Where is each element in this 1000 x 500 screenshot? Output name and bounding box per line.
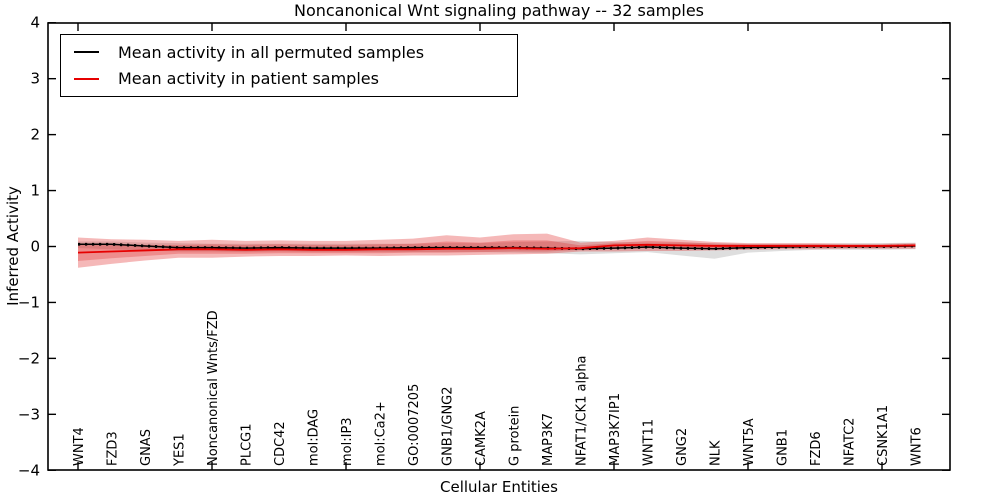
x-category-label: NFATC2 — [843, 418, 858, 466]
x-category-label: WNT11 — [642, 419, 657, 466]
x-category-label: CAMK2A — [474, 411, 489, 466]
permuted-line-sample — [74, 51, 99, 54]
patient-line-sample — [74, 77, 99, 80]
x-category-label: NFAT1/CK1 alpha — [575, 355, 590, 466]
y-tick-label: 2 — [30, 126, 40, 144]
x-category-label: MAP3K7 — [541, 413, 556, 466]
x-category-label: mol:Ca2+ — [374, 401, 389, 466]
x-category-label: WNT6 — [910, 427, 925, 466]
chart-title: Noncanonical Wnt signaling pathway -- 32… — [293, 1, 705, 20]
legend-entry-patient: Mean activity in patient samples — [61, 69, 517, 88]
x-category-label: WNT5A — [742, 418, 757, 466]
x-category-label: GNAS — [139, 429, 154, 466]
x-category-label: WNT4 — [72, 427, 87, 466]
x-category-label: FZD3 — [106, 431, 121, 466]
x-category-label: mol:DAG — [307, 409, 322, 466]
legend: Mean activity in all permuted samples Me… — [60, 34, 518, 97]
x-category-label: CDC42 — [273, 421, 288, 466]
x-category-label: GNB1 — [776, 429, 791, 466]
x-category-label: mol:IP3 — [340, 417, 355, 466]
y-tick-label: 3 — [30, 70, 40, 88]
patient-mean-line — [77, 243, 916, 254]
x-category-label: CSNK1A1 — [876, 405, 891, 466]
y-axis-label: Inferred Activity — [4, 186, 22, 306]
y-tick-label: −1 — [18, 293, 40, 311]
x-category-label: GNB1/GNG2 — [441, 386, 456, 466]
legend-entry-permuted: Mean activity in all permuted samples — [61, 43, 517, 62]
x-category-label: G protein — [508, 406, 523, 466]
y-tick-label: 1 — [30, 182, 40, 200]
x-category-label: YES1 — [173, 433, 188, 467]
x-category-label: FZD6 — [809, 431, 824, 466]
patient-band-outer — [78, 233, 916, 268]
legend-label-patient: Mean activity in patient samples — [118, 69, 379, 89]
x-category-label: NLK — [709, 440, 724, 466]
y-tick-label: −2 — [18, 349, 40, 367]
x-category-label: Noncanonical Wnts/FZD — [206, 310, 221, 466]
y-tick-label: −3 — [18, 405, 40, 423]
x-category-label: MAP3K7IP1 — [608, 393, 623, 466]
y-tick-label: −4 — [18, 461, 40, 479]
y-tick-label: 4 — [30, 14, 40, 32]
x-category-label: GO:0007205 — [407, 384, 422, 466]
x-category-label: GNG2 — [675, 428, 690, 466]
x-category-label: PLCG1 — [240, 423, 255, 466]
y-tick-label: 0 — [30, 238, 40, 256]
legend-label-permuted: Mean activity in all permuted samples — [118, 42, 425, 62]
x-axis-label: Cellular Entities — [440, 478, 558, 496]
